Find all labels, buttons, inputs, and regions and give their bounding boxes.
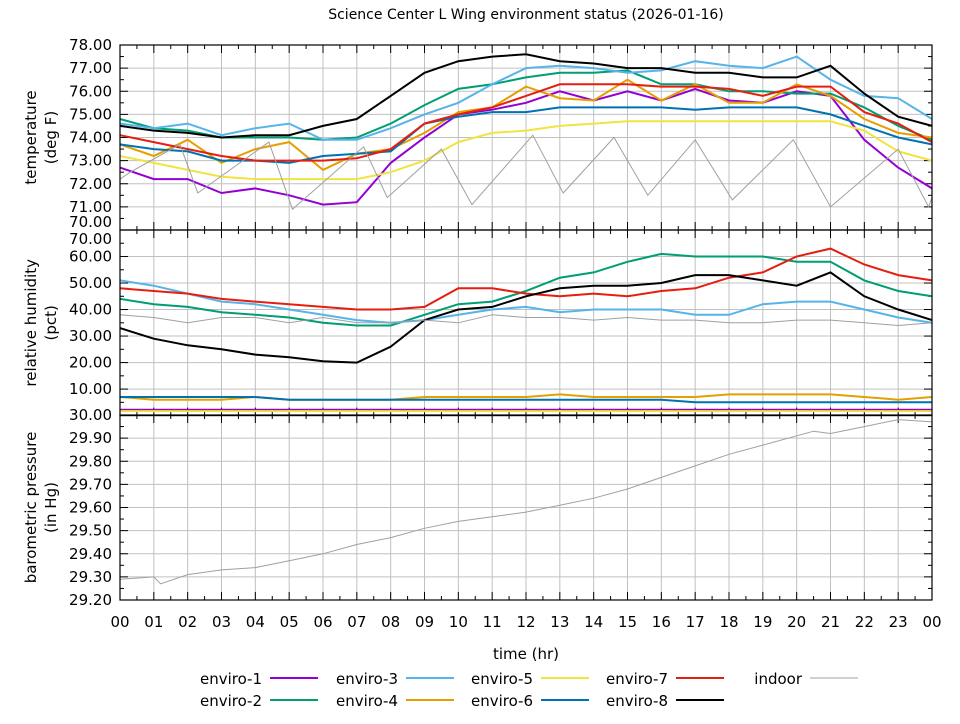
y-axis-label: relative humidity	[22, 259, 40, 387]
y-tick-label: 76.00	[69, 82, 112, 100]
x-tick-label: 04	[246, 613, 265, 631]
x-tick-label: 22	[855, 613, 874, 631]
y-tick-label: 60.00	[69, 248, 112, 266]
x-tick-label: 00	[110, 613, 129, 631]
series-line-enviro-3	[119, 279, 933, 324]
plot-frame	[119, 414, 933, 601]
y-tick-label: 29.80	[69, 452, 112, 470]
legend-item-enviro-7: enviro-7	[606, 670, 724, 688]
y-tick-label: 74.00	[69, 129, 112, 147]
x-tick-label: 10	[449, 613, 468, 631]
y-tick-label: 70.00	[69, 213, 112, 231]
series-line-enviro-3	[119, 55, 933, 141]
y-tick-label: 77.00	[69, 59, 112, 77]
y-tick-label: 20.00	[69, 354, 112, 372]
legend-item-enviro-1: enviro-1	[200, 670, 318, 688]
legend-label: indoor	[754, 670, 803, 688]
series-line-enviro-7	[119, 83, 933, 162]
legend-label: enviro-1	[200, 670, 262, 688]
x-tick-label: 08	[381, 613, 400, 631]
series-line-enviro-8	[119, 53, 933, 139]
legend-item-enviro-5: enviro-5	[471, 670, 589, 688]
y-tick-label: 50.00	[69, 274, 112, 292]
x-tick-label: 16	[652, 613, 671, 631]
series-line-indoor	[119, 314, 933, 327]
series-line-enviro-6	[120, 396, 932, 404]
series-line-enviro-2	[119, 252, 933, 327]
legend-item-enviro-2: enviro-2	[200, 692, 318, 710]
y-tick-label: 40.00	[69, 301, 112, 319]
x-tick-label: 20	[787, 613, 806, 631]
y-tick-label: 29.30	[69, 568, 112, 586]
y-tick-label: 29.90	[69, 429, 112, 447]
legend-item-indoor: indoor	[754, 670, 858, 688]
legend-label: enviro-8	[606, 692, 668, 710]
series-line-enviro-2	[119, 69, 933, 141]
series-line-enviro-7	[119, 247, 933, 311]
series-line-enviro-8	[119, 271, 933, 364]
x-tick-label: 00	[922, 613, 941, 631]
legend-item-enviro-8: enviro-8	[606, 692, 724, 710]
legend-label: enviro-3	[336, 670, 398, 688]
y-tick-label: 71.00	[69, 198, 112, 216]
x-tick-label: 18	[719, 613, 738, 631]
x-tick-label: 05	[280, 613, 299, 631]
y-axis-label: temperature	[22, 90, 40, 184]
y-axis-label: (deg F)	[42, 111, 60, 164]
y-tick-label: 29.20	[69, 591, 112, 609]
y-axis-label: (pct)	[42, 305, 60, 340]
y-tick-label: 10.00	[69, 380, 112, 398]
y-axis-label: barometric pressure	[22, 432, 40, 584]
legend-item-enviro-3: enviro-3	[336, 670, 454, 688]
x-tick-label: 14	[584, 613, 603, 631]
x-tick-label: 09	[415, 613, 434, 631]
legend-label: enviro-4	[336, 692, 398, 710]
y-tick-label: 72.00	[69, 175, 112, 193]
x-axis-label: time (hr)	[493, 645, 559, 663]
x-tick-label: 21	[821, 613, 840, 631]
y-tick-label: 30.00	[69, 406, 112, 424]
legend-label: enviro-5	[471, 670, 533, 688]
legend-label: enviro-2	[200, 692, 262, 710]
x-tick-label: 07	[347, 613, 366, 631]
y-tick-label: 30.00	[69, 327, 112, 345]
series-line-enviro-5	[119, 120, 933, 181]
y-tick-label: 29.50	[69, 522, 112, 540]
x-tick-label: 03	[212, 613, 231, 631]
panel-2: 30.00 29.90 29.80 29.70 29.60 29.50 29.40 29.30…	[22, 406, 933, 609]
y-tick-label: 29.60	[69, 499, 112, 517]
legend-label: enviro-6	[471, 692, 533, 710]
x-tick-label: 02	[178, 613, 197, 631]
series-line-indoor	[119, 419, 933, 585]
y-tick-label: 75.00	[69, 105, 112, 123]
x-tick-label: 19	[753, 613, 772, 631]
y-tick-label: 29.70	[69, 475, 112, 493]
x-tick-label: 13	[550, 613, 569, 631]
x-tick-label: 01	[144, 613, 163, 631]
y-tick-label: 29.40	[69, 545, 112, 563]
y-tick-label: 70.00	[69, 230, 112, 248]
x-tick-label: 15	[618, 613, 637, 631]
y-tick-label: 73.00	[69, 152, 112, 170]
x-tick-label: 06	[313, 613, 332, 631]
legend-item-enviro-4: enviro-4	[336, 692, 454, 710]
chart-title: Science Center L Wing environment status…	[328, 7, 724, 23]
x-tick-label: 23	[889, 613, 908, 631]
series-line-indoor	[119, 134, 933, 211]
y-tick-label: 78.00	[69, 36, 112, 54]
x-tick-label: 12	[516, 613, 535, 631]
legend-item-enviro-6: enviro-6	[471, 692, 589, 710]
y-axis-label: (in Hg)	[42, 482, 60, 533]
legend: enviro-1 enviro-2 enviro-3 enviro-4 enviro-5…	[200, 670, 858, 710]
legend-label: enviro-7	[606, 670, 668, 688]
x-tick-label: 17	[686, 613, 705, 631]
series-line-enviro-4	[119, 78, 933, 172]
x-tick-label: 11	[483, 613, 502, 631]
series-line-enviro-1	[119, 87, 933, 206]
panel-0: 78.00 77.00 76.00 75.00 74.00 73.00 72.00 71.00…	[22, 36, 933, 231]
